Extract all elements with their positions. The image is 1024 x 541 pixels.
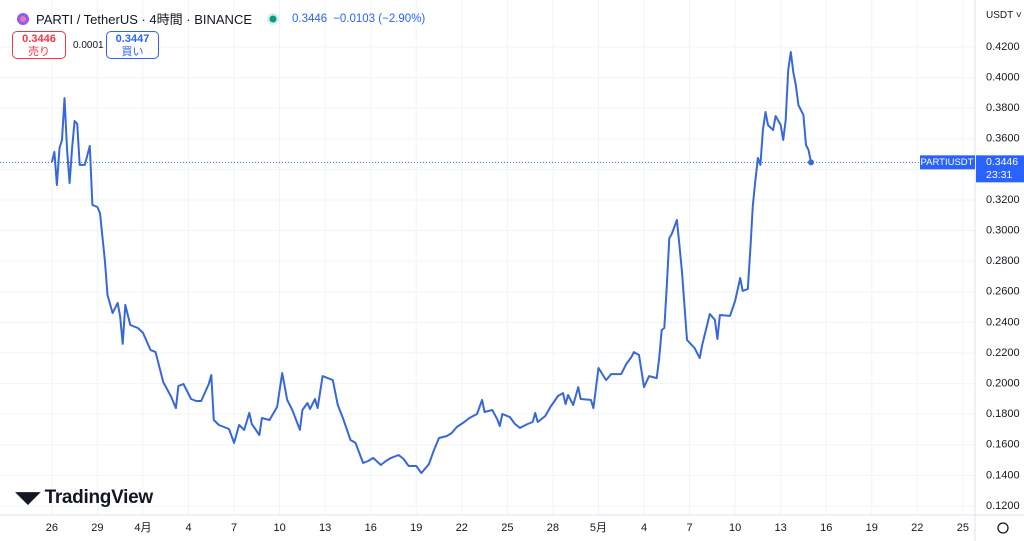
last-point <box>808 159 815 166</box>
y-tick-label: 0.2600 <box>986 286 1020 298</box>
header: PARTI / TetherUS · 4時間 · BINANCE 0.3446 … <box>16 9 425 28</box>
x-tick-label: 13 <box>319 522 331 534</box>
price-line <box>50 51 812 475</box>
change: −0.0103 (−2.90%) <box>333 12 426 25</box>
y-tick-label: 0.3800 <box>986 102 1020 114</box>
x-tick-label: 4 <box>641 522 647 534</box>
symbol[interactable]: PARTI / TetherUS · 4時間 · BINANCE <box>36 12 252 27</box>
y-tick-label: 0.3000 <box>986 224 1020 236</box>
brand-name: TradingView <box>44 487 154 508</box>
x-tick-label: 13 <box>775 522 787 534</box>
x-tick-label: 16 <box>820 522 832 534</box>
sell-label: 売り <box>28 46 50 58</box>
x-tick-label: 4 <box>185 522 191 534</box>
buy-button[interactable]: 0.3447 買い <box>106 31 159 59</box>
status-dot <box>267 12 279 25</box>
x-tick-label: 7 <box>231 522 237 534</box>
price: 0.3446 <box>292 12 328 25</box>
x-tick-label: 25 <box>957 522 969 534</box>
x-tick-label: 25 <box>501 522 513 534</box>
y-tick-label: 0.4200 <box>986 41 1020 53</box>
sell-button[interactable]: 0.3446 売り <box>12 31 66 59</box>
spread: 0.0001 <box>73 40 104 51</box>
x-tick-label: 19 <box>866 522 878 534</box>
y-tick-label: 0.1200 <box>986 500 1020 512</box>
y-tick-label: 0.2400 <box>986 316 1020 328</box>
x-tick-label: 7 <box>686 522 692 534</box>
price-tag <box>976 155 1024 183</box>
y-tick-label: 0.2200 <box>986 347 1020 359</box>
symbol-tag-label: PARTIUSDT <box>921 157 974 168</box>
y-tick-label: 0.1400 <box>986 469 1020 481</box>
x-tick-label: 16 <box>365 522 377 534</box>
currency[interactable]: USDT ˅ <box>986 10 1022 21</box>
y-tick-label: 0.4000 <box>986 71 1020 83</box>
y-tick-label: 0.3200 <box>986 194 1020 206</box>
brand-icon: ◥◤ <box>15 488 41 507</box>
buy-label: 買い <box>121 46 144 58</box>
x-tick-label: 10 <box>273 522 285 534</box>
x-tick-label: 22 <box>911 522 923 534</box>
symbol-tag <box>920 155 975 170</box>
y-tick-label: 0.1600 <box>986 439 1020 451</box>
x-tick-label: 26 <box>46 522 58 534</box>
y-tick-label: 0.1800 <box>986 408 1020 420</box>
settings-icon[interactable] <box>997 522 1009 534</box>
x-tick-label: 10 <box>729 522 741 534</box>
brand: ◥◤ TradingView <box>15 487 153 509</box>
currency-label: USDT <box>986 10 1014 21</box>
sell-price: 0.3446 <box>22 33 56 45</box>
price-tag-label: 0.3446 <box>986 156 1018 168</box>
x-tick-label: 4月 <box>134 522 151 534</box>
buy-price: 0.3447 <box>115 33 150 45</box>
x-tick-label: 28 <box>547 522 559 534</box>
x-tick-label: 19 <box>410 522 422 534</box>
countdown: 23:31 <box>986 169 1012 181</box>
x-tick-label: 22 <box>456 522 468 534</box>
y-tick-label: 0.2000 <box>986 377 1020 389</box>
symbol-logo <box>17 12 29 25</box>
x-tick-label: 29 <box>91 522 103 534</box>
y-tick-label: 0.3600 <box>986 133 1020 145</box>
y-tick-label: 0.2800 <box>986 255 1020 267</box>
x-tick-label: 5月 <box>590 522 607 534</box>
